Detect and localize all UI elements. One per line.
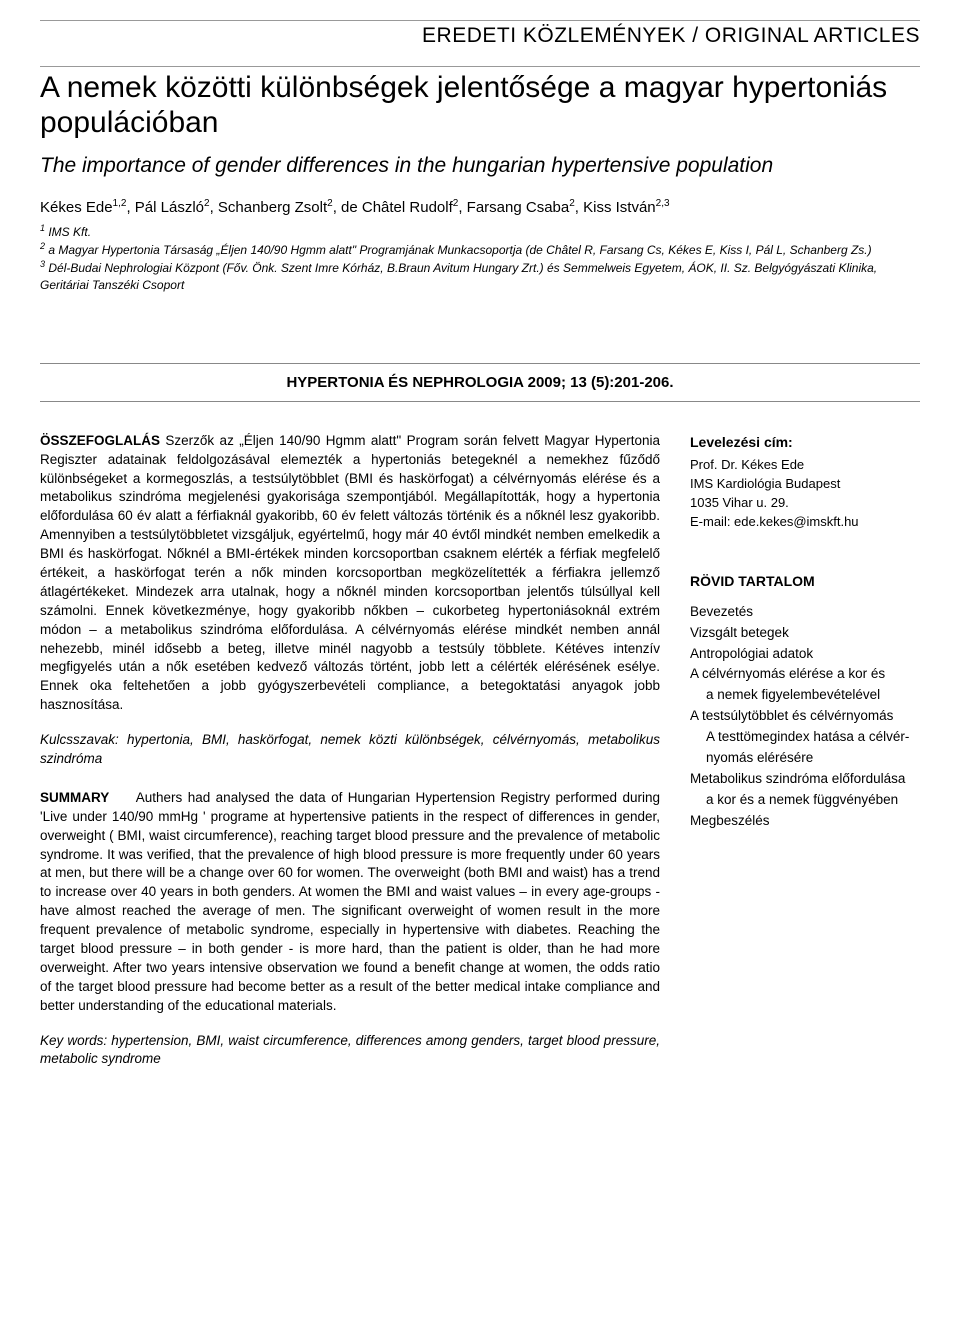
authors-line: Kékes Ede1,2, Pál László2, Schanberg Zso… — [40, 198, 920, 216]
toc-item: Vizsgált betegek — [690, 623, 920, 644]
correspondence-email: E-mail: ede.kekes@imskft.hu — [690, 513, 920, 532]
toc-block: RÖVID TARTALOM BevezetésVizsgált betegek… — [690, 571, 920, 831]
toc-item: A célvérnyomás elérése a kor és — [690, 664, 920, 685]
article-title-en: The importance of gender differences in … — [40, 154, 920, 178]
abstract-hu-label: ÖSSZEFOGLALÁS — [40, 433, 160, 448]
keywords-en: Key words: hypertension, BMI, waist circ… — [40, 1032, 660, 1070]
toc-item: Megbeszélés — [690, 811, 920, 832]
correspondence-address: 1035 Vihar u. 29. — [690, 494, 920, 513]
sidebar-column: Levelezési cím: Prof. Dr. Kékes Ede IMS … — [690, 432, 920, 1090]
journal-reference-box: HYPERTONIA ÉS NEPHROLOGIA 2009; 13 (5):2… — [40, 363, 920, 402]
keywords-hu-text: hypertonia, BMI, haskörfogat, nemek közt… — [40, 732, 660, 766]
keywords-hu: Kulcsszavak: hypertonia, BMI, haskörfoga… — [40, 731, 660, 769]
toc-item: Antropológiai adatok — [690, 644, 920, 665]
correspondence-block: Levelezési cím: Prof. Dr. Kékes Ede IMS … — [690, 432, 920, 532]
toc-list: BevezetésVizsgált betegekAntropológiai a… — [690, 602, 920, 832]
keywords-en-text: hypertension, BMI, waist circumference, … — [40, 1033, 660, 1067]
toc-heading: RÖVID TARTALOM — [690, 571, 920, 591]
toc-item: a nemek figyelembevételével — [690, 685, 920, 706]
toc-item: A testsúlytöbblet és célvérnyomás — [690, 706, 920, 727]
abstract-en-text: Authers had analysed the data of Hungari… — [40, 790, 660, 1013]
abstract-hu-text: Szerzők az „Éljen 140/90 Hgmm alatt" Pro… — [40, 433, 660, 712]
toc-item: a kor és a nemek függvényében — [690, 790, 920, 811]
correspondence-heading: Levelezési cím: — [690, 432, 920, 452]
toc-item: nyomás elérésére — [690, 748, 920, 769]
article-title-hu: A nemek közötti különbségek jelentősége … — [40, 66, 920, 140]
abstract-en: SUMMARY Authers had analysed the data of… — [40, 789, 660, 1016]
toc-item: A testtömegindex hatása a célvér- — [690, 727, 920, 748]
correspondence-institution: IMS Kardiológia Budapest — [690, 475, 920, 494]
abstract-en-label: SUMMARY — [40, 790, 109, 805]
toc-item: Bevezetés — [690, 602, 920, 623]
correspondence-name: Prof. Dr. Kékes Ede — [690, 456, 920, 475]
toc-item: Metabolikus szindróma előfordulása — [690, 769, 920, 790]
keywords-hu-label: Kulcsszavak: — [40, 732, 119, 747]
journal-reference: HYPERTONIA ÉS NEPHROLOGIA 2009; 13 (5):2… — [40, 363, 920, 402]
main-column: ÖSSZEFOGLALÁS Szerzők az „Éljen 140/90 H… — [40, 432, 660, 1090]
abstract-hu: ÖSSZEFOGLALÁS Szerzők az „Éljen 140/90 H… — [40, 432, 660, 715]
keywords-en-label: Key words: — [40, 1033, 107, 1048]
section-header: EREDETI KÖZLEMÉNYEK / ORIGINAL ARTICLES — [40, 20, 920, 48]
affiliations-block: 1 IMS Kft.2 a Magyar Hypertonia Társaság… — [40, 222, 920, 293]
